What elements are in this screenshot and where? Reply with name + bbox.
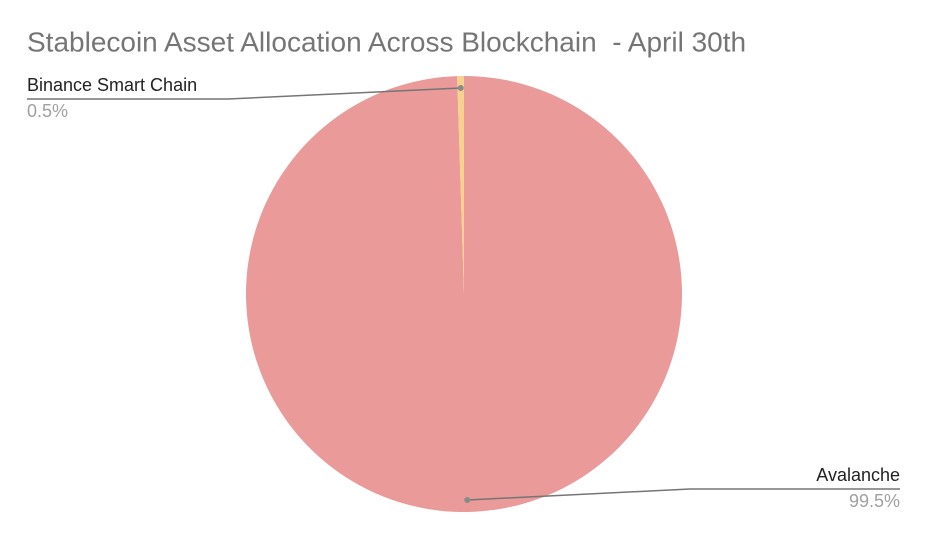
slice-label: Binance Smart Chain xyxy=(27,75,197,95)
leader-line xyxy=(27,87,461,100)
chart-title: Stablecoin Asset Allocation Across Block… xyxy=(27,26,746,57)
pie-slice xyxy=(457,76,464,294)
pie-slice xyxy=(245,76,682,512)
slice-value-label: 0.5% xyxy=(27,101,68,121)
slice-label: Avalanche xyxy=(816,465,900,485)
leader-line xyxy=(467,488,900,501)
slice-value-label: 99.5% xyxy=(849,491,900,511)
leader-dot xyxy=(464,496,471,503)
leader-dot xyxy=(457,85,464,92)
